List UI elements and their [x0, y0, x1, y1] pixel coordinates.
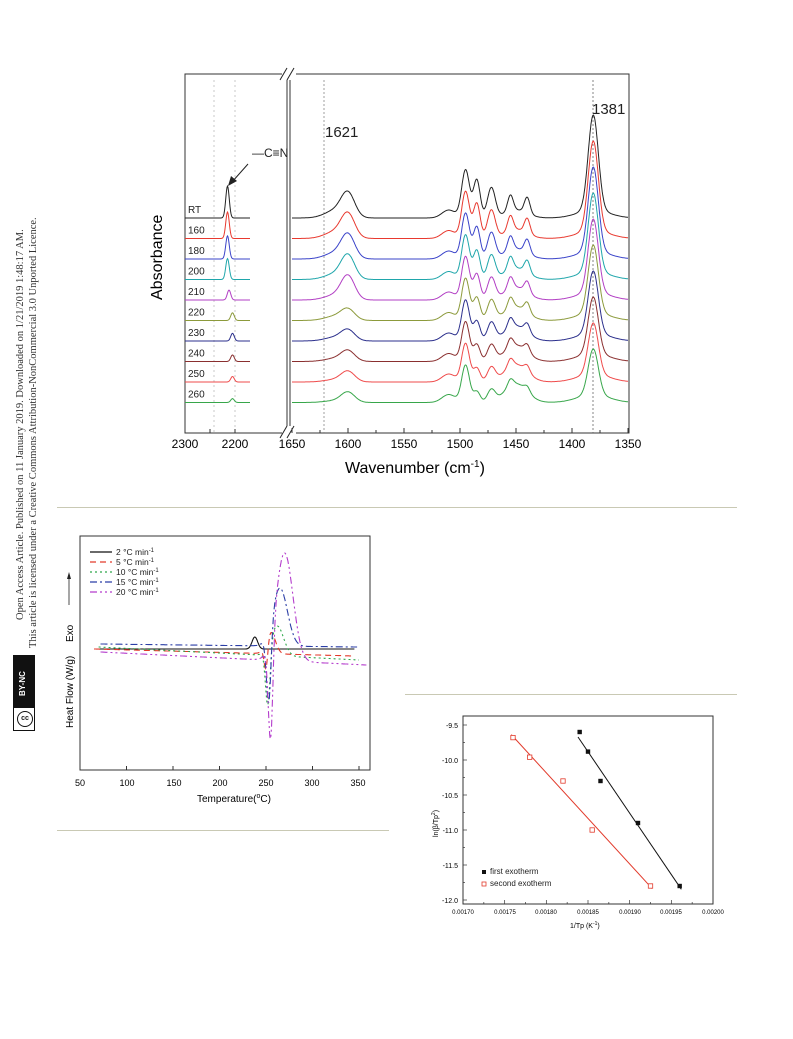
ftir-temp-label: 180 — [188, 246, 205, 257]
dsc-x-ticks — [79, 766, 360, 770]
data-point — [527, 754, 533, 760]
ftir-tick-2200: 2200 — [222, 437, 249, 451]
dsc-tick-300: 300 — [304, 778, 319, 788]
kis-xtick-1: 0.00175 — [494, 910, 516, 916]
license-sidebar: Open Access Article. Published on 11 Jan… — [0, 0, 40, 1039]
legend-first-exotherm: first exotherm — [490, 867, 539, 876]
ftir-x-ticks — [184, 428, 629, 433]
ftir-temp-label: 260 — [188, 390, 205, 401]
kis-x-label: 1/Tp (K-1) — [570, 921, 600, 930]
dsc-exo-label: Exo — [65, 624, 76, 642]
data-point — [585, 749, 591, 754]
dsc-legend-entry: 10 °C min-1 — [116, 567, 159, 577]
kis-ytick-3: -11.0 — [443, 828, 459, 835]
dsc-tick-150: 150 — [166, 778, 181, 788]
data-point — [577, 729, 582, 735]
dsc-legend-entry: 15 °C min-1 — [116, 577, 159, 587]
kis-ytick-1: -10.0 — [442, 758, 458, 765]
kis-ytick-4: -11.5 — [443, 863, 459, 870]
ftir-tick-2300: 2300 — [172, 437, 199, 451]
kis-xtick-4: 0.00190 — [619, 910, 641, 916]
ftir-temp-label: RT — [188, 205, 201, 216]
sidebar-licence-line: This article is licensed under a Creativ… — [28, 217, 39, 648]
peak-label-1621: 1621 — [325, 124, 358, 141]
ftir-temp-label: 160 — [188, 226, 205, 237]
kissinger-data — [510, 729, 682, 890]
ftir-spectra — [185, 114, 628, 403]
kis-xtick-6: 0.00200 — [702, 910, 724, 916]
ftir-tick-1500: 1500 — [447, 437, 474, 451]
axis-break-bottom-icon — [279, 425, 295, 439]
exo-arrow-icon — [67, 572, 71, 605]
kissinger-legend: first exotherm second exotherm — [481, 867, 552, 888]
dsc-tick-100: 100 — [119, 778, 134, 788]
ftir-temperature-labels: RT 160 180 200 210 220 230 240 250 260 — [188, 205, 205, 401]
cc-license-badge[interactable]: BY-NC cc — [13, 655, 35, 731]
kis-xtick-5: 0.00195 — [660, 910, 682, 916]
legend-second-exotherm: second exotherm — [490, 879, 552, 888]
dsc-curves — [94, 552, 367, 740]
data-point — [560, 778, 566, 784]
dsc-tick-200: 200 — [212, 778, 227, 788]
legend-filled-square-icon — [482, 870, 486, 874]
data-point — [677, 883, 682, 889]
dsc-tick-50: 50 — [75, 778, 85, 788]
section-divider-2 — [405, 694, 737, 695]
cc-logo-icon: cc — [14, 707, 34, 730]
dsc-plot-frame — [79, 535, 371, 771]
dsc-legend-entry: 5 °C min-1 — [116, 557, 155, 567]
data-point — [598, 778, 603, 784]
dsc-figure: 2 °C min-15 °C min-110 °C min-115 °C min… — [65, 535, 371, 805]
kis-ytick-0: -9.5 — [446, 723, 458, 730]
kis-xtick-0: 0.00170 — [452, 910, 474, 916]
ftir-tick-1600: 1600 — [335, 437, 362, 451]
kis-ytick-5: -12.0 — [442, 898, 458, 905]
ftir-tick-1350: 1350 — [615, 437, 642, 451]
kis-xtick-2: 0.00180 — [535, 910, 557, 916]
data-point — [510, 734, 516, 741]
dsc-legend: 2 °C min-15 °C min-110 °C min-115 °C min… — [90, 547, 159, 597]
ftir-tick-1400: 1400 — [559, 437, 586, 451]
dsc-tick-250: 250 — [258, 778, 273, 788]
kis-y-label: ln(β/Tp2) — [431, 810, 440, 837]
ftir-temp-label: 220 — [188, 308, 205, 319]
ftir-temp-label: 230 — [188, 328, 205, 339]
ftir-left-panel-frame — [184, 73, 288, 434]
kissinger-figure: -9.5 -10.0 -10.5 -11.0 -11.5 -12.0 0.001… — [431, 715, 725, 930]
dsc-y-label: Heat Flow (W/g) — [65, 656, 76, 728]
ftir-temp-label: 240 — [188, 349, 205, 360]
ftir-tick-1550: 1550 — [391, 437, 418, 451]
dsc-tick-350: 350 — [350, 778, 365, 788]
ftir-y-label: Absorbance — [149, 215, 166, 300]
ftir-temp-label: 250 — [188, 369, 205, 380]
data-point — [635, 820, 641, 826]
fit-line — [510, 734, 653, 889]
peak-label-1381: 1381 — [592, 101, 625, 118]
dsc-legend-entry: 20 °C min-1 — [116, 587, 159, 597]
ftir-temp-label: 200 — [188, 267, 205, 278]
dsc-legend-entry: 2 °C min-1 — [116, 547, 155, 557]
ftir-tick-1450: 1450 — [503, 437, 530, 451]
section-divider-1 — [57, 507, 737, 508]
ftir-tick-1650: 1650 — [279, 437, 306, 451]
cc-badge-text: BY-NC — [14, 656, 34, 708]
ftir-temp-label: 210 — [188, 287, 205, 298]
nitrile-bond-label: —C≡N — [252, 146, 288, 160]
kis-xtick-3: 0.00185 — [577, 910, 599, 916]
data-point — [589, 827, 595, 833]
dsc-x-label: Temperature(oC) — [197, 793, 271, 805]
kissinger-ticks — [462, 724, 714, 904]
axis-break-top-icon — [279, 67, 295, 81]
fit-line — [577, 736, 682, 890]
nitrile-arrow-icon — [228, 163, 249, 186]
kis-ytick-2: -10.5 — [442, 793, 458, 800]
legend-open-square-icon — [481, 881, 487, 887]
data-point — [647, 883, 654, 889]
section-divider-3 — [57, 830, 389, 831]
ftir-x-label: Wavenumber (cm-1) — [345, 459, 485, 477]
sidebar-published-line: Open Access Article. Published on 11 Jan… — [15, 229, 26, 620]
